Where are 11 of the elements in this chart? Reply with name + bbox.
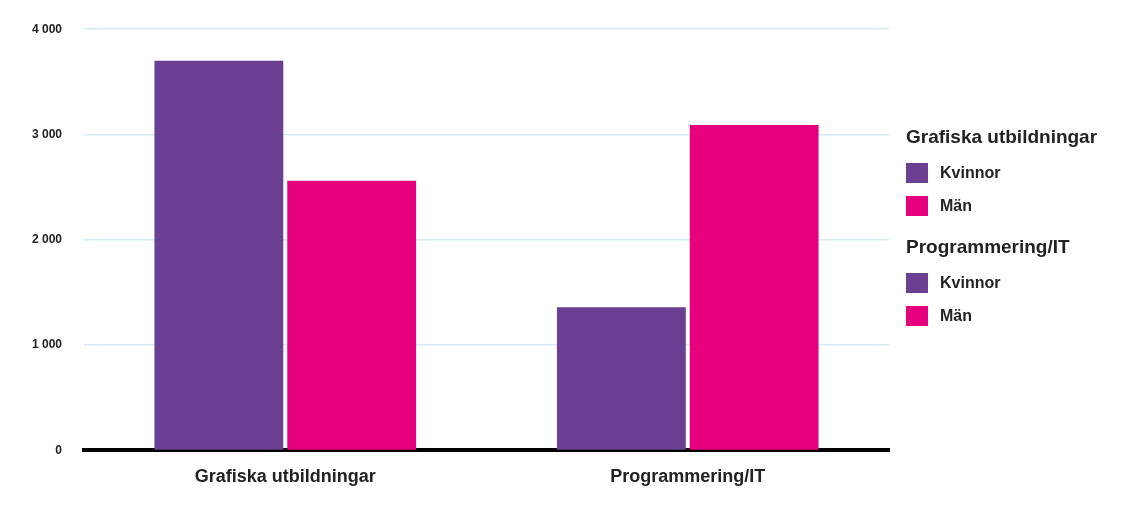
y-tick-label: 0	[55, 442, 63, 457]
legend-label: Kvinnor	[940, 163, 1001, 182]
y-tick-label: 2 000	[32, 232, 63, 247]
y-tick-label: 1 000	[32, 337, 63, 352]
legend-label: Kvinnor	[940, 273, 1001, 292]
y-tick-label: 3 000	[32, 126, 63, 141]
category-label: Grafiska utbildningar	[906, 126, 1098, 147]
legend-label: Män	[940, 196, 972, 215]
category-label: Programmering/IT	[906, 236, 1070, 257]
y-tick-label: 4 000	[32, 21, 63, 36]
legend-label: Män	[940, 306, 972, 325]
